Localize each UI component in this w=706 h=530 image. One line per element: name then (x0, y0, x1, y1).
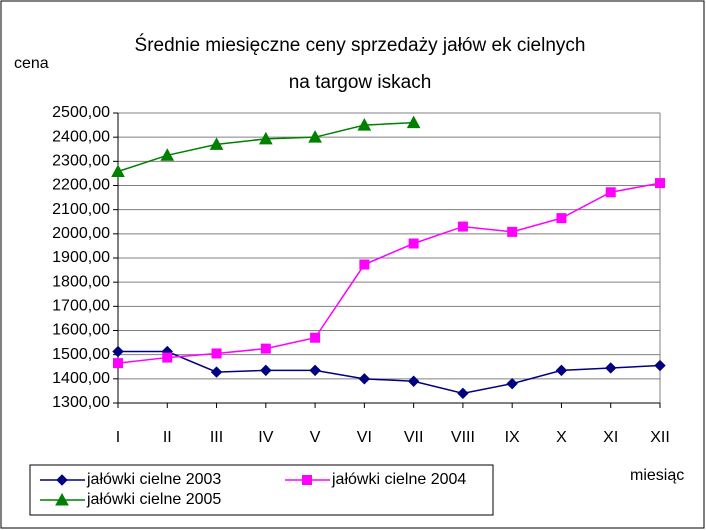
y-tick-label: 2100,00 (52, 201, 110, 218)
legend-box (29, 464, 494, 516)
data-point (162, 352, 173, 363)
data-point (309, 364, 321, 377)
data-point (556, 213, 567, 224)
x-tick-label: IV (258, 429, 273, 446)
data-point (655, 178, 665, 189)
data-point (211, 348, 222, 359)
data-point (408, 238, 419, 249)
legend-label: jałówki cielne 2003 (86, 471, 221, 488)
x-tick-label: V (310, 429, 321, 446)
data-point (112, 345, 124, 358)
data-point (357, 118, 372, 131)
data-point (506, 377, 518, 390)
data-point (406, 115, 421, 129)
data-point (260, 343, 271, 354)
data-point (605, 187, 616, 198)
data-point (407, 375, 420, 387)
y-tick-label: 1400,00 (52, 370, 110, 387)
x-tick-label: IX (505, 429, 520, 446)
x-tick-label: VIII (451, 429, 475, 446)
data-point (258, 131, 273, 145)
series-line (117, 182, 661, 364)
legend-marker (55, 492, 69, 506)
data-point (210, 366, 223, 378)
x-tick-label: VII (404, 429, 424, 446)
y-tick-label: 2400,00 (52, 128, 110, 145)
data-point (160, 148, 175, 161)
y-tick-label: 1700,00 (52, 298, 110, 315)
data-point (457, 387, 469, 400)
chart-title: Średnie miesięczne ceny sprzedaży jałów … (135, 34, 586, 56)
y-axis-label: cena (14, 55, 49, 72)
data-point (605, 362, 617, 374)
data-point (209, 137, 224, 150)
data-point (457, 221, 468, 232)
x-tick-label: III (210, 429, 223, 446)
x-axis-label: miesiąc (630, 467, 684, 484)
y-tick-label: 1600,00 (52, 322, 110, 339)
data-point (654, 359, 666, 372)
y-tick-label: 1900,00 (52, 249, 110, 266)
x-tick-label: II (163, 429, 172, 446)
x-tick-label: XI (603, 429, 618, 446)
x-tick-label: X (556, 429, 567, 446)
y-tick-label: 1800,00 (52, 273, 110, 290)
x-tick-label: VI (357, 429, 372, 446)
data-point (310, 332, 321, 343)
data-point (260, 364, 272, 377)
y-tick-label: 2200,00 (52, 177, 110, 194)
y-tick-label: 1300,00 (52, 394, 110, 411)
data-point (308, 130, 322, 143)
y-tick-label: 2300,00 (52, 153, 110, 170)
chart-title: na targow iskach (289, 72, 432, 93)
data-point (111, 164, 125, 177)
legend-label: jałówki cielne 2005 (86, 491, 221, 508)
data-point (358, 373, 371, 385)
x-tick-label: XII (650, 429, 670, 446)
x-tick-label: I (116, 429, 120, 446)
legend-marker (302, 475, 312, 485)
data-point (113, 358, 123, 369)
series-line (118, 350, 661, 395)
data-point (507, 226, 518, 237)
legend-marker (56, 474, 68, 486)
y-tick-label: 2000,00 (52, 225, 110, 242)
legend-label: jałówki cielne 2004 (331, 471, 466, 488)
y-tick-label: 1500,00 (52, 346, 110, 363)
data-point (359, 259, 370, 270)
y-tick-label: 2500,00 (52, 104, 110, 121)
data-point (555, 364, 568, 377)
